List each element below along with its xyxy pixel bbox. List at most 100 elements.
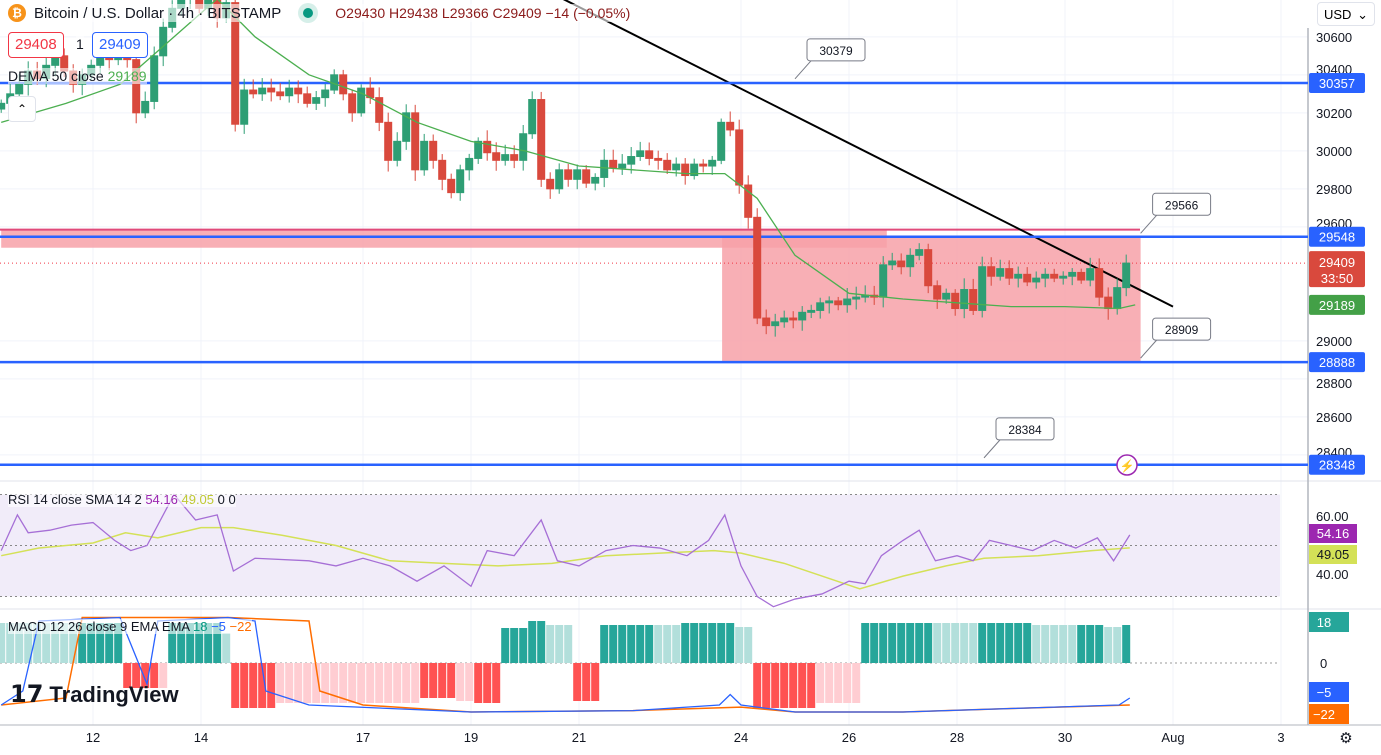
macd-histogram-bar <box>276 663 285 703</box>
last-price-tag <box>1309 251 1365 288</box>
tradingview-logo-icon: 𝟭𝟳 <box>10 681 44 708</box>
macd-histogram-bar <box>141 663 150 688</box>
macd-histogram-bar <box>744 627 753 663</box>
macd-histogram-bar <box>429 663 438 698</box>
candle-body <box>231 2 240 125</box>
macd-histogram-bar <box>852 663 861 703</box>
currency-label: USD <box>1324 7 1352 22</box>
macd-histogram-bar <box>1005 623 1014 663</box>
macd-histogram-bar <box>465 663 474 701</box>
candle-body <box>600 159 609 178</box>
price-tick-label: 28600 <box>1316 410 1352 425</box>
candle-body <box>843 298 852 306</box>
candle-body <box>249 89 258 95</box>
candle-body <box>816 302 825 311</box>
macd-histogram-bar <box>519 628 528 663</box>
macd-histogram-bar <box>402 663 411 703</box>
market-status-icon <box>303 8 314 18</box>
macd-histogram-bar <box>159 663 168 688</box>
logo-text: TradingView <box>49 681 179 707</box>
macd-histogram-bar <box>627 625 636 663</box>
candle-body <box>744 184 753 218</box>
collapse-legend-button[interactable]: ⌃ <box>8 96 36 122</box>
macd-histogram-bar <box>204 623 213 663</box>
candle-body <box>429 140 438 161</box>
macd-histogram-bar <box>411 663 420 703</box>
macd-histogram-bar <box>708 623 717 663</box>
candle-body <box>1068 271 1077 277</box>
symbol-title[interactable]: Bitcoin / U.S. Dollar · 4h · BITSTAMP <box>34 4 282 22</box>
candle-body <box>1050 273 1059 279</box>
candle-body <box>537 99 546 180</box>
macd-axis-tag <box>1309 704 1349 724</box>
macd-histogram-bar <box>0 623 6 663</box>
macd-legend: MACD 12 26 close 9 EMA EMA 18 −5 −22 <box>8 619 252 634</box>
macd-histogram-bar <box>330 663 339 703</box>
candle-body <box>825 300 834 304</box>
macd-histogram-bar <box>339 663 348 703</box>
macd-histogram-bar <box>150 663 159 688</box>
candle-body <box>375 97 384 123</box>
macd-histogram-bar <box>1122 625 1131 663</box>
macd-histogram-bar <box>285 663 294 703</box>
sell-button[interactable]: 29408 <box>8 32 64 58</box>
macd-histogram-bar <box>195 623 204 663</box>
candle-body <box>996 268 1005 277</box>
candle-body <box>915 249 924 256</box>
macd-histogram-bar <box>645 625 654 663</box>
macd-histogram-bar <box>375 663 384 703</box>
macd-histogram-bar <box>258 663 267 708</box>
candle-body <box>519 133 528 161</box>
rsi-extra-value: 0 <box>217 492 225 507</box>
macd-histogram-bar <box>267 663 276 708</box>
candle-body <box>555 169 564 190</box>
time-tick-label: 30 <box>1058 730 1072 745</box>
macd-histogram-bar <box>240 663 249 708</box>
candle-body <box>1113 287 1122 310</box>
macd-histogram-bar <box>168 623 177 663</box>
rsi-legend: RSI 14 close SMA 14 2 54.16 49.05 0 0 <box>8 492 236 507</box>
candle-body <box>690 163 699 177</box>
macd-histogram-bar <box>672 625 681 663</box>
macd-histogram-bar <box>1113 627 1122 663</box>
settings-icon: ⚙ <box>1339 730 1352 747</box>
signal-value: −22 <box>229 619 252 634</box>
macd-histogram-bar <box>960 623 969 663</box>
macd-histogram-bar <box>897 623 906 663</box>
candle-body <box>357 87 366 114</box>
macd-histogram-bar <box>384 663 393 703</box>
callout-box <box>995 417 1055 441</box>
level-price-label: 29548 <box>1319 230 1355 245</box>
dema-price-label: 29189 <box>1319 298 1355 313</box>
spread-value: 1 <box>76 36 84 52</box>
rsi-extra-value-2: 0 <box>228 492 236 507</box>
macd-axis-tag-label: −22 <box>1313 707 1335 722</box>
callout-pointer <box>983 439 1001 459</box>
last-price-label: 29409 <box>1319 255 1355 270</box>
candle-body <box>591 176 600 184</box>
candle-body <box>852 296 861 300</box>
macd-histogram-bar <box>537 621 546 663</box>
candle-body <box>348 93 357 114</box>
level-price-tag <box>1309 454 1365 475</box>
candle-body <box>618 163 627 169</box>
macd-histogram-bar <box>348 663 357 703</box>
callout-pointer <box>1140 339 1157 359</box>
macd-histogram-bar <box>825 663 834 703</box>
candle-body <box>420 140 429 171</box>
macd-histogram-bar <box>1059 625 1068 663</box>
candle-body <box>942 292 951 300</box>
alert-icon <box>1116 454 1138 476</box>
buy-button[interactable]: 29409 <box>92 32 148 58</box>
macd-histogram-bar <box>1041 625 1050 663</box>
macd-histogram-bar <box>942 623 951 663</box>
candle-body <box>609 159 618 169</box>
macd-histogram-bar <box>42 623 51 663</box>
rsi-sma-line <box>1 526 1130 590</box>
currency-select[interactable]: USD ⌄ <box>1317 2 1375 26</box>
chart-header: ₿ Bitcoin / U.S. Dollar · 4h · BITSTAMP … <box>8 4 631 22</box>
candle-body <box>312 97 321 104</box>
candle-body <box>789 317 798 321</box>
tradingview-logo: 𝟭𝟳 TradingView <box>10 680 179 709</box>
